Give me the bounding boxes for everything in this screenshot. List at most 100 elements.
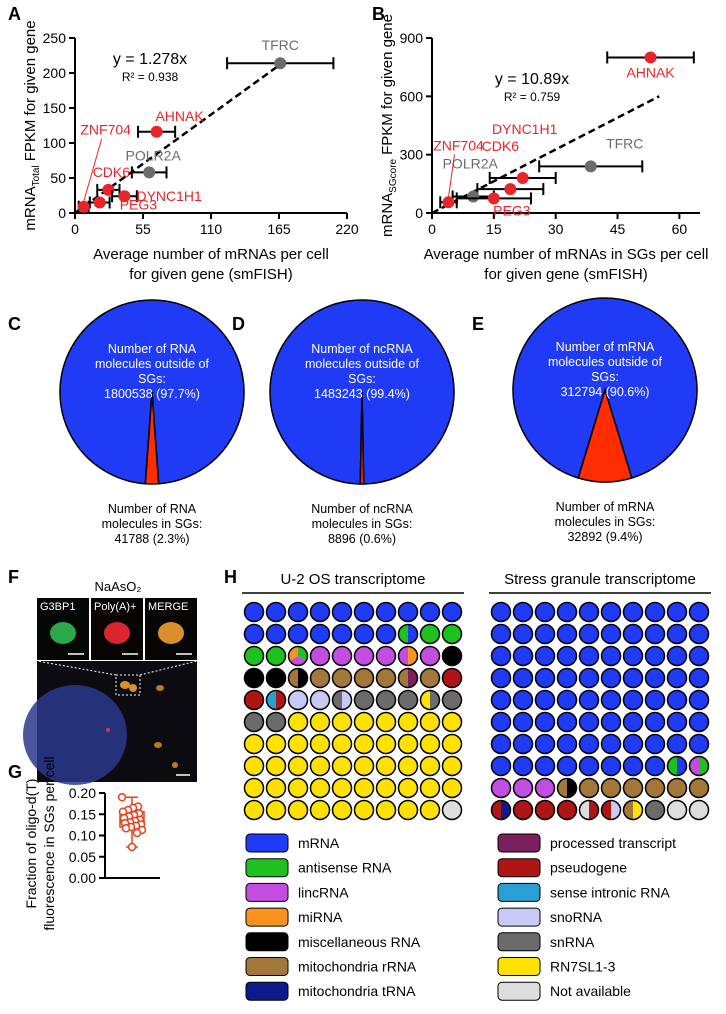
point (487, 192, 500, 205)
cell (534, 689, 556, 711)
zoom-line (36, 660, 117, 676)
cell (441, 645, 463, 667)
cell-part (430, 690, 440, 710)
cell (688, 623, 710, 645)
legend-label: mitochondria rRNA (298, 959, 417, 975)
cell (578, 667, 600, 689)
legend-label: mitochondria tRNA (298, 983, 416, 999)
panel-letter: D (232, 314, 245, 334)
point (584, 160, 597, 173)
cell (309, 601, 331, 623)
cell (441, 755, 463, 777)
cell (490, 645, 512, 667)
cell (578, 601, 600, 623)
cell (556, 601, 578, 623)
cell (490, 755, 512, 777)
cell (666, 733, 688, 755)
cell (287, 733, 309, 755)
cell-part (611, 800, 621, 820)
cell-part (398, 624, 408, 644)
cell-outline (578, 799, 600, 821)
cell (622, 755, 644, 777)
legend-label: processed transcript (550, 835, 676, 851)
cell (578, 711, 600, 733)
panel-letter: A (8, 4, 21, 24)
granule (156, 685, 164, 691)
cell (512, 711, 534, 733)
cell (512, 689, 534, 711)
cell (534, 645, 556, 667)
cell-part (420, 690, 430, 710)
grid-title: U-2 OS transcriptome (280, 571, 425, 588)
cell (534, 711, 556, 733)
point-label: TFRC (262, 37, 299, 53)
granule (158, 622, 184, 644)
cell-part (699, 756, 709, 776)
cell (265, 799, 287, 821)
granule (120, 681, 130, 689)
legend-swatch (245, 858, 289, 878)
cell (397, 755, 419, 777)
cell-part (408, 668, 418, 688)
y-label-sub: Total (31, 165, 42, 186)
cell (441, 623, 463, 645)
cell-part (677, 756, 687, 776)
panel-letter: H (224, 567, 237, 587)
slice-name: Number of mRNA molecules outside of SGs: (548, 340, 662, 384)
legend-swatch (245, 833, 289, 853)
cell (666, 689, 688, 711)
cell (490, 667, 512, 689)
cell (375, 645, 397, 667)
cell (287, 601, 309, 623)
cell (490, 623, 512, 645)
cell (309, 645, 331, 667)
point-label: PEG3 (120, 197, 158, 213)
cell (375, 623, 397, 645)
fit-r2: R² = 0.938 (122, 70, 179, 84)
point-label: ZNF704 (433, 137, 484, 153)
slice-value: 1483243 (99.4%) (314, 387, 410, 401)
cell (666, 799, 688, 821)
y-axis-label: fluorescence in SGs per cell (41, 756, 57, 930)
cell (490, 777, 512, 799)
cell-outline (397, 667, 419, 689)
fit-r2: R² = 0.759 (504, 90, 561, 104)
cell (375, 799, 397, 821)
legend-swatch (497, 932, 541, 952)
cell (688, 645, 710, 667)
cell-outline (622, 799, 644, 821)
x-tick-label: 30 (548, 221, 564, 237)
point-label: CDK6 (482, 138, 520, 154)
point (117, 793, 127, 802)
legend-label: snoRNA (550, 909, 603, 925)
legend-label: sense intronic RNA (550, 884, 670, 900)
granule (129, 684, 137, 692)
y-tick-label: 0.05 (69, 849, 96, 865)
point (504, 183, 517, 196)
cell (375, 711, 397, 733)
cell-part (557, 778, 567, 798)
cell (397, 733, 419, 755)
y-tick-label: 150 (43, 100, 67, 116)
y-axis-label: mRNATotal FPKM for given gene (22, 20, 42, 230)
cell (600, 667, 622, 689)
cell (331, 733, 353, 755)
legend-swatch (245, 957, 289, 976)
granule (104, 622, 130, 644)
cell (600, 601, 622, 623)
slice-value: 41788 (2.3%) (114, 532, 190, 546)
cell (441, 601, 463, 623)
legend-label: pseudogene (550, 860, 627, 876)
cell (265, 733, 287, 755)
cell (397, 799, 419, 821)
cell (287, 755, 309, 777)
cell (622, 645, 644, 667)
cell (243, 799, 265, 821)
cell (512, 733, 534, 755)
cell (419, 799, 441, 821)
cell (309, 711, 331, 733)
x-tick-label: 60 (672, 221, 688, 237)
cell (353, 799, 375, 821)
cell (287, 689, 309, 711)
